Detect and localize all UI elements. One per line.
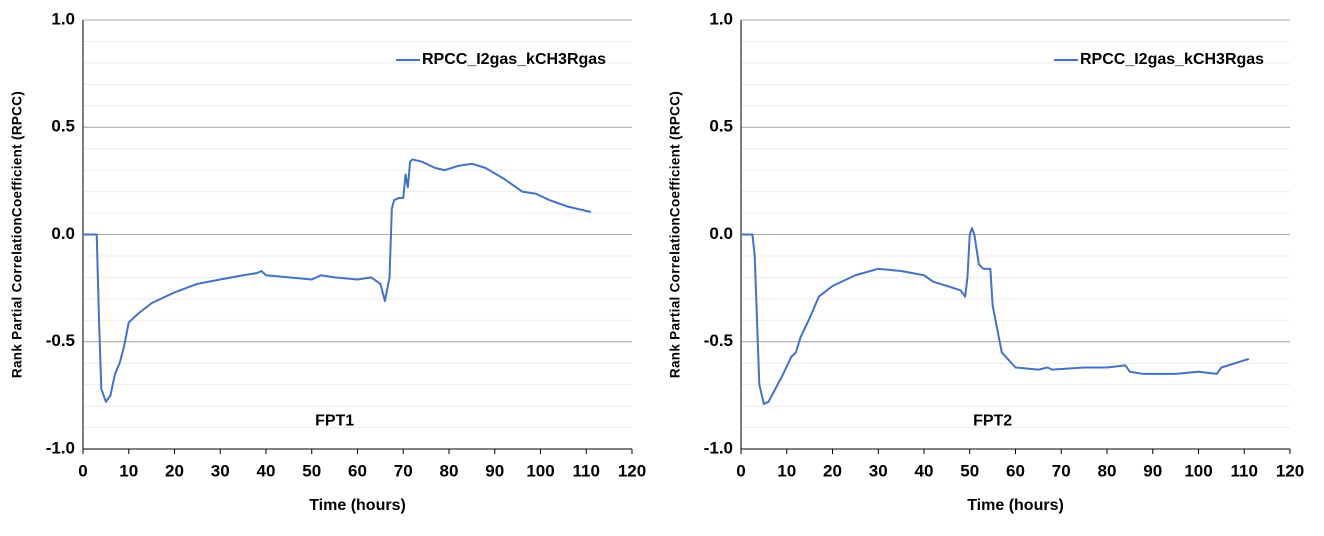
x-tick-label: 50 [960,461,979,480]
x-tick-label: 90 [485,461,504,480]
x-axis-label: Time (hours) [309,497,406,514]
x-tick-label: 80 [440,461,459,480]
x-tick-label: 0 [78,461,87,480]
x-tick-label: 60 [348,461,367,480]
x-tick-label: 20 [165,461,184,480]
y-tick-label: 0.0 [709,224,733,243]
x-tick-label: 60 [1006,461,1025,480]
legend-label: RPCC_I2gas_kCH3Rgas [422,51,606,68]
chart-panel: -1.0 -0.5 0.0 0.5 1.0 0 10 20 30 40 50 60 70 80 90 100 1… [668,9,1305,514]
chart-panel: -1.0 -0.5 0.0 0.5 1.0 0 10 20 30 40 50 60 70 80 90 100 1… [10,9,647,514]
y-tick-label: -1.0 [704,438,733,457]
x-tick-label: 80 [1098,461,1117,480]
legend-label: RPCC_I2gas_kCH3Rgas [1080,51,1264,68]
x-tick-label: 50 [302,461,321,480]
x-axis-label: Time (hours) [967,497,1064,514]
y-tick-label: 0.0 [51,224,75,243]
y-tick-label: 0.5 [51,117,75,136]
y-tick-label: 0.5 [709,117,733,136]
y-tick-label: -1.0 [46,438,75,457]
x-tick-label: 10 [777,461,796,480]
y-tick-label: -0.5 [46,331,75,350]
annotation: FPT1 [315,412,354,429]
x-tick-label: 100 [526,461,554,480]
x-tick-label: 90 [1143,461,1162,480]
x-tick-label: 110 [1231,461,1258,480]
x-tick-label: 0 [736,461,745,480]
x-tick-label: 20 [823,461,842,480]
x-tick-label: 30 [211,461,230,480]
x-tick-label: 70 [1052,461,1071,480]
x-tick-label: 40 [257,461,276,480]
data-line [741,227,1250,405]
x-tick-label: 70 [394,461,413,480]
y-axis-label: Rank Partial CorrelationCoefficient (RPC… [668,91,683,378]
x-tick-label: 110 [573,461,600,480]
x-tick-label: 120 [618,461,646,480]
data-line [83,158,592,403]
y-axis-label: Rank Partial CorrelationCoefficient (RPC… [10,91,25,378]
y-tick-label: -0.5 [704,331,733,350]
annotation: FPT2 [973,412,1012,429]
y-tick-label: 1.0 [709,9,733,28]
y-tick-label: 1.0 [51,9,75,28]
x-tick-label: 30 [869,461,888,480]
x-tick-label: 120 [1276,461,1304,480]
x-tick-label: 10 [119,461,138,480]
x-tick-label: 40 [915,461,934,480]
x-tick-label: 100 [1184,461,1212,480]
